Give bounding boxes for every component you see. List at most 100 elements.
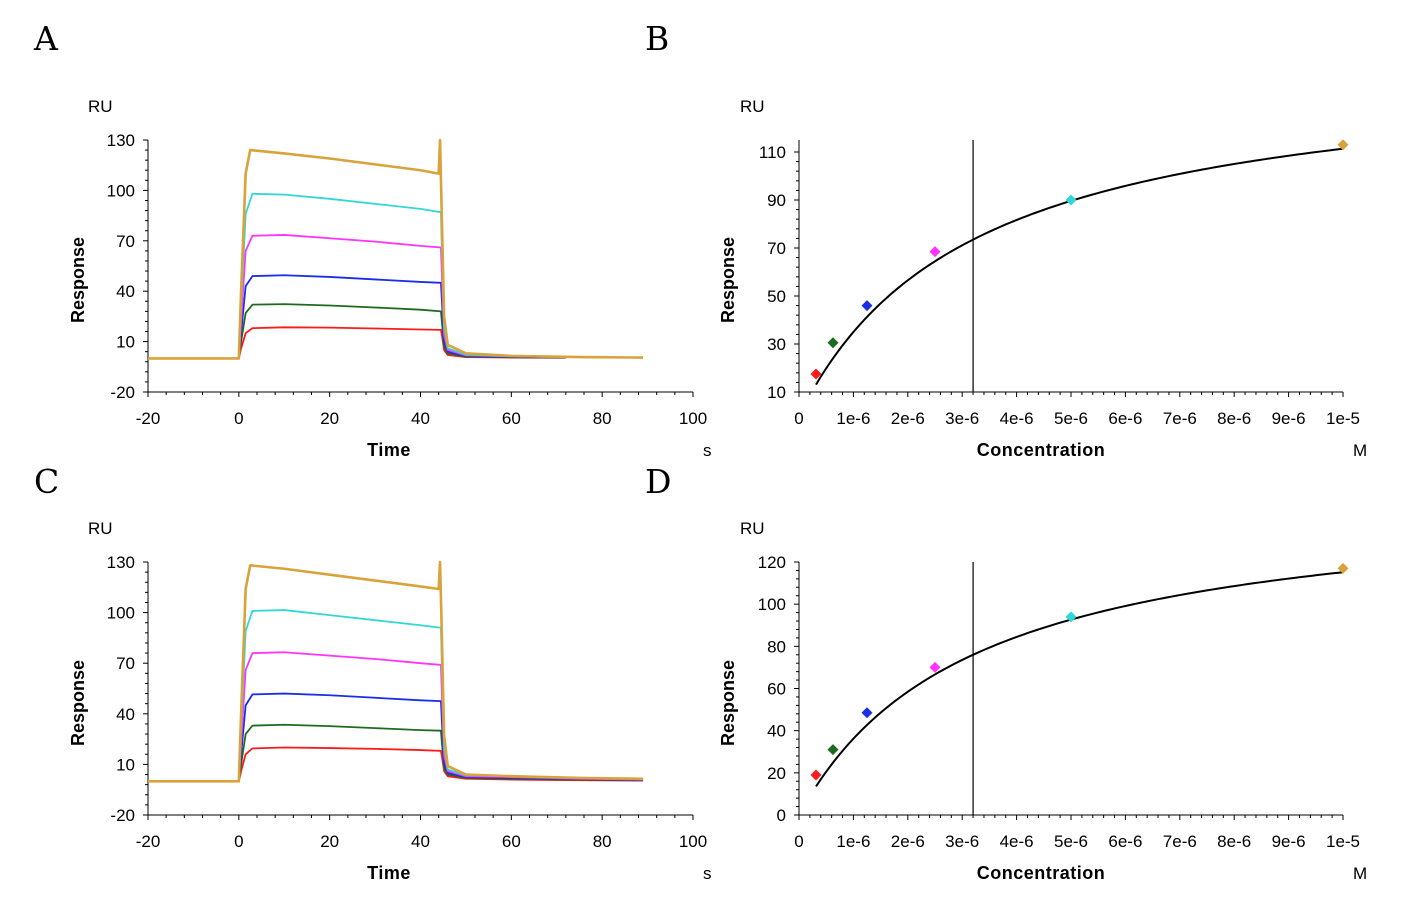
x-tick-label: 0 bbox=[794, 409, 803, 428]
x-tick-label: 40 bbox=[411, 409, 430, 428]
y-tick-label: 10 bbox=[767, 383, 786, 402]
x-tick-label: 40 bbox=[411, 832, 430, 851]
fit-curve bbox=[815, 147, 1344, 386]
x-tick-label: 9e-6 bbox=[1272, 409, 1306, 428]
y-tick-label: 80 bbox=[767, 637, 786, 656]
data-point-1 bbox=[810, 368, 822, 380]
x-tick-label: 0 bbox=[234, 409, 243, 428]
sensorgram-line-2 bbox=[148, 723, 644, 783]
x-tick-label: 60 bbox=[502, 832, 521, 851]
data-point-5 bbox=[1065, 611, 1077, 623]
sensorgram-line-4 bbox=[148, 234, 566, 360]
data-point-3 bbox=[861, 707, 873, 719]
y-tick-label: 110 bbox=[759, 143, 786, 162]
data-point-5 bbox=[1065, 194, 1077, 206]
x-tick-label: 1e-6 bbox=[836, 409, 870, 428]
series-group bbox=[148, 138, 644, 360]
data-point-4 bbox=[929, 246, 941, 258]
y-tick-label: -20 bbox=[110, 806, 135, 825]
y-unit-label: RU bbox=[88, 97, 113, 116]
x-tick-label: 0 bbox=[234, 832, 243, 851]
sensorgram-line-2 bbox=[148, 303, 566, 360]
panel-b: B RU M Response Concentration 10 30 50 70 90 110 0 1… bbox=[645, 19, 1367, 460]
x-tick-label: 9e-6 bbox=[1272, 832, 1306, 851]
sensorgram-line-6 bbox=[148, 560, 644, 783]
data-point-2 bbox=[827, 337, 839, 349]
y-tick-label: 40 bbox=[116, 282, 135, 301]
data-point-3 bbox=[861, 300, 873, 312]
data-point-1 bbox=[810, 769, 822, 781]
y-tick-label: 20 bbox=[767, 764, 786, 783]
x-tick-label: 4e-6 bbox=[1000, 832, 1034, 851]
y-tick-label: 100 bbox=[107, 181, 135, 200]
y-tick-label: 120 bbox=[758, 553, 786, 572]
x-unit-label: M bbox=[1353, 441, 1367, 460]
y-unit-label: RU bbox=[740, 97, 765, 116]
x-axis-title: Concentration bbox=[977, 863, 1106, 883]
x-axis-title: Time bbox=[367, 863, 411, 883]
y-tick-label: 130 bbox=[107, 131, 135, 150]
data-point-2 bbox=[827, 744, 839, 756]
x-tick-label: 1e-6 bbox=[836, 832, 870, 851]
sensorgram-line-6 bbox=[148, 138, 644, 360]
x-unit-label: s bbox=[703, 864, 712, 883]
y-tick-label: -20 bbox=[110, 383, 135, 402]
y-tick-label: 0 bbox=[777, 806, 786, 825]
x-tick-label: 2e-6 bbox=[891, 409, 925, 428]
data-point-6 bbox=[1337, 139, 1349, 151]
panel-c: C RU s Response Time -20 10 40 70 100 130 -20 0 20 40 6… bbox=[34, 462, 712, 883]
x-tick-label: 80 bbox=[593, 832, 612, 851]
sensorgram-line-3 bbox=[148, 274, 566, 360]
x-tick-label: 100 bbox=[679, 832, 707, 851]
y-tick-label: 100 bbox=[107, 604, 135, 623]
y-unit-label: RU bbox=[88, 519, 113, 538]
sensorgram-line-5 bbox=[148, 192, 566, 360]
panel-letter: C bbox=[34, 462, 59, 501]
y-unit-label: RU bbox=[740, 519, 765, 538]
sensorgram-line-5 bbox=[148, 609, 644, 783]
y-tick-label: 90 bbox=[767, 191, 786, 210]
y-tick-label: 10 bbox=[116, 755, 135, 774]
y-tick-label: 130 bbox=[107, 553, 135, 572]
x-tick-label: 6e-6 bbox=[1108, 832, 1142, 851]
x-tick-label: 100 bbox=[679, 409, 707, 428]
x-tick-label: 20 bbox=[320, 409, 339, 428]
y-tick-label: 40 bbox=[767, 722, 786, 741]
panel-letter: B bbox=[645, 19, 669, 58]
x-tick-label: 8e-6 bbox=[1217, 832, 1251, 851]
y-tick-label: 70 bbox=[116, 654, 135, 673]
panel-letter: A bbox=[33, 19, 59, 58]
x-tick-label: 1e-5 bbox=[1326, 832, 1360, 851]
x-tick-label: 6e-6 bbox=[1108, 409, 1142, 428]
x-tick-label: -20 bbox=[136, 409, 161, 428]
y-tick-label: 40 bbox=[116, 705, 135, 724]
panel-d: D RU M Response Concentration 0 20 40 60 80 100 120… bbox=[645, 462, 1367, 883]
x-tick-label: -20 bbox=[136, 832, 161, 851]
y-tick-label: 30 bbox=[767, 335, 786, 354]
y-axis-title: Response bbox=[718, 237, 738, 323]
x-tick-label: 7e-6 bbox=[1163, 832, 1197, 851]
y-tick-label: 60 bbox=[767, 680, 786, 699]
data-point-4 bbox=[929, 661, 941, 673]
x-tick-label: 5e-6 bbox=[1054, 832, 1088, 851]
x-tick-label: 0 bbox=[794, 832, 803, 851]
sensorgram-line-1 bbox=[148, 746, 644, 783]
y-tick-label: 10 bbox=[116, 333, 135, 352]
x-tick-label: 8e-6 bbox=[1217, 409, 1251, 428]
panel-letter: D bbox=[645, 462, 671, 501]
x-axis-title: Concentration bbox=[977, 440, 1106, 460]
x-tick-label: 3e-6 bbox=[945, 409, 979, 428]
sensorgram-line-4 bbox=[148, 651, 644, 783]
x-tick-label: 2e-6 bbox=[891, 832, 925, 851]
y-axis-title: Response bbox=[718, 660, 738, 746]
x-tick-label: 3e-6 bbox=[945, 832, 979, 851]
x-tick-label: 7e-6 bbox=[1163, 409, 1197, 428]
y-axis-title: Response bbox=[68, 237, 88, 323]
x-tick-label: 60 bbox=[502, 409, 521, 428]
y-tick-label: 50 bbox=[767, 287, 786, 306]
x-tick-label: 4e-6 bbox=[1000, 409, 1034, 428]
x-unit-label: M bbox=[1353, 864, 1367, 883]
x-tick-label: 5e-6 bbox=[1054, 409, 1088, 428]
data-point-6 bbox=[1337, 562, 1349, 574]
